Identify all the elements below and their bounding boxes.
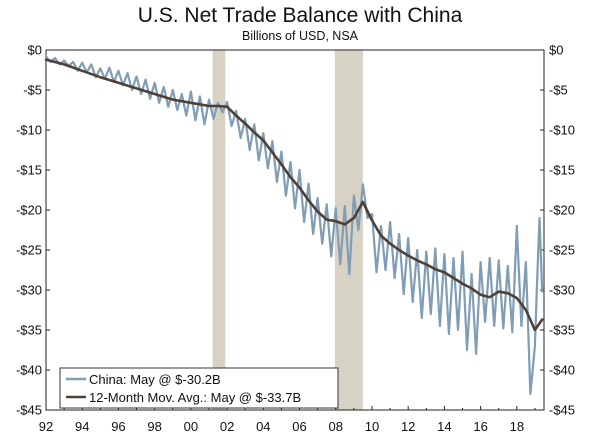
y-tick-label-right: -$45 <box>549 403 575 418</box>
series-line-moving-average <box>44 58 544 332</box>
chart-subtitle: Billions of USD, NSA <box>242 29 359 43</box>
x-tick-label: 04 <box>256 419 270 434</box>
x-tick-label: 96 <box>111 419 125 434</box>
y-tick-label-left: -$40 <box>16 363 42 378</box>
y-tick-label-right: -$35 <box>549 323 575 338</box>
y-tick-label-right: -$5 <box>549 83 568 98</box>
recession-shading <box>212 50 363 410</box>
recession-band-0 <box>212 50 226 410</box>
y-tick-label-right: -$40 <box>549 363 575 378</box>
x-tick-label: 98 <box>147 419 161 434</box>
x-tick-label: 94 <box>75 419 89 434</box>
x-tick-label: 14 <box>437 419 451 434</box>
plot-area-frame <box>45 49 545 411</box>
x-tick-label: 06 <box>292 419 306 434</box>
y-tick-label-left: -$45 <box>16 403 42 418</box>
x-tick-label: 18 <box>510 419 524 434</box>
y-tick-label-left: -$20 <box>16 203 42 218</box>
x-tick-label: 08 <box>329 419 343 434</box>
x-tick-label: 92 <box>39 419 53 434</box>
y-tick-label-right: -$10 <box>549 123 575 138</box>
x-tick-label: 00 <box>184 419 198 434</box>
x-tick-label: 10 <box>365 419 379 434</box>
legend-label-china: China: May @ $-30.2B <box>89 372 221 387</box>
y-tick-label-right: -$30 <box>549 283 575 298</box>
x-tick-label: 12 <box>401 419 415 434</box>
y-tick-label-left: -$10 <box>16 123 42 138</box>
x-tick-label: 16 <box>473 419 487 434</box>
series-line-china <box>44 55 544 396</box>
chart-title: U.S. Net Trade Balance with China <box>138 4 463 27</box>
y-tick-label-left: -$35 <box>16 323 42 338</box>
legend: China: May @ $-30.2B 12-Month Mov. Avg.:… <box>59 367 339 409</box>
y-tick-label-left: -$15 <box>16 163 42 178</box>
y-tick-label-left: -$25 <box>16 243 42 258</box>
legend-label-moving-average: 12-Month Mov. Avg.: May @ $-33.7B <box>89 390 301 405</box>
y-tick-label-left: $0 <box>28 43 42 58</box>
series-lines <box>44 55 544 396</box>
axes: $0 $0 -$5 -$5 -$10 -$10 -$15 -$15 -$20 -$20 -$25 -$… <box>16 43 575 435</box>
y-tick-label-left: -$5 <box>23 83 42 98</box>
legend-box <box>59 367 339 409</box>
y-tick-label-right: -$25 <box>549 243 575 258</box>
x-tick-label: 02 <box>220 419 234 434</box>
y-tick-label-right: -$20 <box>549 203 575 218</box>
y-tick-label-right: -$15 <box>549 163 575 178</box>
y-tick-label-right: $0 <box>549 43 563 58</box>
y-tick-label-left: -$30 <box>16 283 42 298</box>
